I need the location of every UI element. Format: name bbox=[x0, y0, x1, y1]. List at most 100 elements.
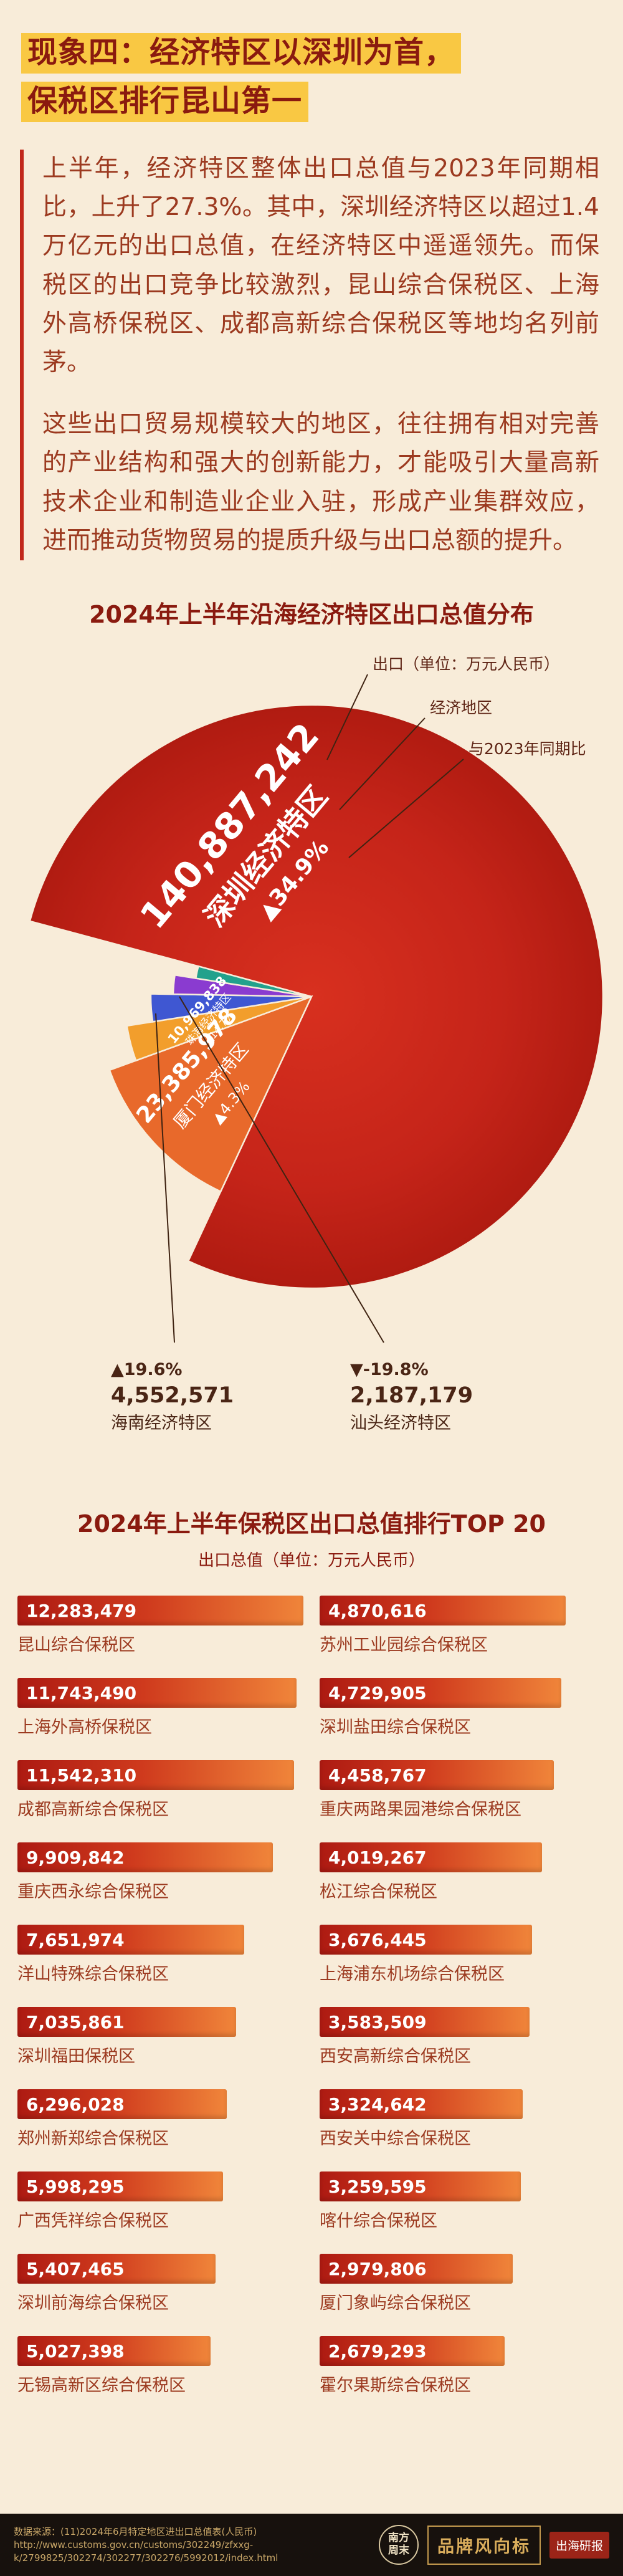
bonded-zone-name: 昆山综合保税区 bbox=[17, 1635, 135, 1655]
bonded-zone-name: 西安高新综合保税区 bbox=[320, 2047, 471, 2067]
bonded-zone-bar: 12,283,479 bbox=[17, 1596, 303, 1626]
bonded-zone-bar: 3,259,595 bbox=[320, 2171, 521, 2202]
bonded-zone-value: 2,979,806 bbox=[328, 2258, 427, 2279]
southern-weekly-seal-logo: 南方 周末 bbox=[378, 2525, 419, 2565]
bonded-zone-row: 4,019,267 松江综合保税区 bbox=[320, 1842, 606, 1902]
bonded-zone-value: 3,583,509 bbox=[328, 2011, 427, 2033]
footer-logos: 南方 周末 品牌风向标 出海研报 bbox=[378, 2525, 609, 2565]
bonded-zone-value: 11,542,310 bbox=[26, 1764, 137, 1786]
pie-slice-1 bbox=[29, 704, 604, 1290]
bonded-zone-name: 上海外高桥保税区 bbox=[17, 1718, 152, 1738]
overseas-report-badge: 出海研报 bbox=[549, 2531, 609, 2559]
bonded-zone-bar: 4,458,767 bbox=[320, 1760, 554, 1791]
sez-pie-section: 2024年上半年沿海经济特区出口总值分布 140,887,242 深圳经济特区 ▲3… bbox=[0, 595, 623, 1505]
bonded-zone-bar: 2,679,293 bbox=[320, 2336, 505, 2367]
bonded-zone-name: 上海浦东机场综合保税区 bbox=[320, 1965, 505, 1985]
footer: 数据来源：(11)2024年6月特定地区进出口总值表(人民币) http://w… bbox=[0, 2514, 623, 2576]
bonded-zone-name: 松江综合保税区 bbox=[320, 1882, 437, 1902]
bonded-zone-name: 深圳福田保税区 bbox=[17, 2047, 135, 2067]
pie-callout-line bbox=[155, 1013, 175, 1343]
page-title-line2: 保税区排行昆山第一 bbox=[21, 81, 309, 122]
bonded-zone-bar: 5,407,465 bbox=[17, 2254, 216, 2284]
bonded-zone-bar: 5,027,398 bbox=[17, 2336, 211, 2367]
seal-text-top: 南方 bbox=[388, 2532, 409, 2545]
bonded-zone-value: 6,296,028 bbox=[26, 2094, 125, 2115]
bonded-zone-value: 5,407,465 bbox=[26, 2258, 125, 2279]
bonded-zone-row: 5,027,398 无锡高新区综合保税区 bbox=[17, 2336, 303, 2396]
pie-label-value: 2,187,179 bbox=[350, 1383, 473, 1408]
page-title: 现象四：经济特区以深圳为首， 保税区排行昆山第一 bbox=[21, 29, 602, 126]
pie-label-yoy: ▲19.6% bbox=[111, 1360, 182, 1379]
pie-label-value: 4,552,571 bbox=[111, 1383, 234, 1408]
pie-callout-label-4: ▲19.6% 4,552,571 海南经济特区 bbox=[111, 1360, 234, 1433]
bonded-zone-row: 3,324,642 西安关中综合保税区 bbox=[320, 2089, 606, 2149]
bonded-zone-row: 7,035,861 深圳福田保税区 bbox=[17, 2007, 303, 2067]
bonded-zone-row: 4,458,767 重庆两路果园港综合保税区 bbox=[320, 1760, 606, 1820]
bonded-zone-bar: 11,743,490 bbox=[17, 1678, 297, 1708]
bonded-zone-row: 12,283,479 昆山综合保税区 bbox=[17, 1596, 303, 1655]
bonded-zone-row: 9,909,842 重庆西永综合保税区 bbox=[17, 1842, 303, 1902]
bonded-zone-bar-section: 2024年上半年保税区出口总值排行TOP 20 出口总值（单位：万元人民币） 1… bbox=[0, 1505, 623, 2418]
seal-text-bottom: 周末 bbox=[388, 2544, 409, 2557]
bonded-zone-name: 郑州新郑综合保税区 bbox=[17, 2129, 169, 2149]
sez-pie-chart: 140,887,242深圳经济特区▲34.9%23,385,978厦门经济特区▲… bbox=[29, 655, 604, 1433]
pie-chart-title: 2024年上半年沿海经济特区出口总值分布 bbox=[89, 601, 534, 629]
bonded-zone-name: 苏州工业园综合保税区 bbox=[320, 1635, 488, 1655]
bar-chart-columns: 12,283,479 昆山综合保税区 11,743,490 上海外高桥保税区 11,54… bbox=[0, 1596, 623, 2418]
pie-callout-label-5: ▼-19.8% 2,187,179 汕头经济特区 bbox=[350, 1360, 473, 1433]
bonded-zone-bar: 3,324,642 bbox=[320, 2089, 523, 2120]
bonded-zone-value: 5,998,295 bbox=[26, 2176, 125, 2197]
legend-callout-line bbox=[339, 717, 426, 811]
bonded-zone-row: 11,542,310 成都高新综合保税区 bbox=[17, 1760, 303, 1820]
bonded-zone-name: 洋山特殊综合保税区 bbox=[17, 1965, 169, 1985]
bonded-zone-row: 4,729,905 深圳盐田综合保税区 bbox=[320, 1678, 606, 1738]
bonded-zone-value: 11,743,490 bbox=[26, 1682, 137, 1703]
bonded-zone-bar: 11,542,310 bbox=[17, 1760, 294, 1791]
bonded-zone-name: 西安关中综合保税区 bbox=[320, 2129, 471, 2149]
data-source-line3: k/2799825/302274/302277/302276/5992012/i… bbox=[14, 2552, 278, 2564]
bonded-zone-row: 2,979,806 厦门象屿综合保税区 bbox=[320, 2254, 606, 2314]
bonded-zone-row: 4,870,616 苏州工业园综合保税区 bbox=[320, 1596, 606, 1655]
bonded-zone-value: 2,679,293 bbox=[328, 2340, 427, 2362]
bonded-zone-name: 无锡高新区综合保税区 bbox=[17, 2376, 186, 2396]
bonded-zone-bar: 5,998,295 bbox=[17, 2171, 224, 2202]
data-source-line2: http://www.customs.gov.cn/customs/302249… bbox=[14, 2539, 254, 2550]
bonded-zone-value: 7,035,861 bbox=[26, 2011, 125, 2033]
intro-paragraphs: 上半年，经济特区整体出口总值与2023年同期相比，上升了27.3%。其中，深圳经… bbox=[20, 149, 599, 561]
bonded-zone-name: 重庆西永综合保税区 bbox=[17, 1882, 169, 1902]
bonded-zone-bar: 7,651,974 bbox=[17, 1925, 244, 1955]
intro-paragraph-1: 上半年，经济特区整体出口总值与2023年同期相比，上升了27.3%。其中，深圳经… bbox=[42, 154, 599, 377]
bonded-zone-name: 深圳盐田综合保税区 bbox=[320, 1718, 471, 1738]
legend-callout-line bbox=[348, 759, 464, 859]
bar-chart-title: 2024年上半年保税区出口总值排行TOP 20 bbox=[77, 1510, 546, 1538]
bonded-zone-row: 2,679,293 霍尔果斯综合保税区 bbox=[320, 2336, 606, 2396]
bonded-zone-name: 喀什综合保税区 bbox=[320, 2211, 437, 2231]
bonded-zone-row: 5,407,465 深圳前海综合保税区 bbox=[17, 2254, 303, 2314]
bonded-zone-bar: 4,729,905 bbox=[320, 1678, 562, 1708]
pie-label-yoy: ▼-19.8% bbox=[350, 1360, 429, 1379]
pie-slice-2 bbox=[108, 995, 313, 1193]
pie-label-name: 海南经济特区 bbox=[111, 1414, 212, 1433]
bonded-zone-bar: 3,583,509 bbox=[320, 2007, 530, 2037]
bonded-zone-row: 3,676,445 上海浦东机场综合保税区 bbox=[320, 1925, 606, 1985]
pie-slice-4 bbox=[150, 993, 312, 1023]
pie-label-name: 汕头经济特区 bbox=[350, 1414, 451, 1433]
bonded-zone-name: 霍尔果斯综合保税区 bbox=[320, 2376, 471, 2396]
bonded-zone-value: 3,324,642 bbox=[328, 2094, 427, 2115]
bonded-zone-row: 3,583,509 西安高新综合保税区 bbox=[320, 2007, 606, 2067]
bonded-zone-bar: 4,019,267 bbox=[320, 1842, 542, 1873]
data-source-line1: 数据来源：(11)2024年6月特定地区进出口总值表(人民币) bbox=[14, 2526, 257, 2537]
page-title-line1: 现象四：经济特区以深圳为首， bbox=[21, 33, 462, 74]
bonded-zone-bar: 2,979,806 bbox=[320, 2254, 513, 2284]
bonded-zone-row: 5,998,295 广西凭祥综合保税区 bbox=[17, 2171, 303, 2231]
legend-callout-line bbox=[326, 674, 368, 760]
bonded-zone-name: 成都高新综合保税区 bbox=[17, 1800, 169, 1820]
legend-callout-label: 经济地区 bbox=[430, 699, 492, 717]
legend-callout-label: 出口（单位：万元人民币） bbox=[373, 655, 559, 673]
bonded-zone-value: 12,283,479 bbox=[26, 1600, 137, 1621]
bar-column-2: 4,870,616 苏州工业园综合保税区 4,729,905 深圳盐田综合保税区 4,4… bbox=[320, 1596, 606, 2418]
pie-slice-3 bbox=[126, 996, 312, 1062]
bonded-zone-bar: 9,909,842 bbox=[17, 1842, 273, 1873]
bonded-zone-bar: 3,676,445 bbox=[320, 1925, 533, 1955]
